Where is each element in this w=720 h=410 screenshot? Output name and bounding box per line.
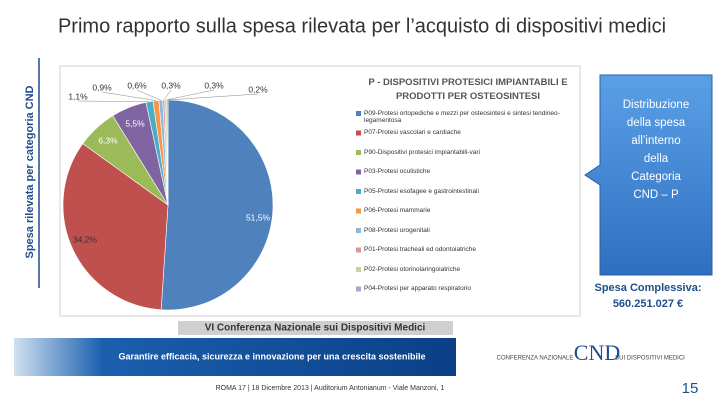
legend-label: P04-Protesi per apparato respiratorio [364, 285, 471, 292]
legend-label: P05-Protesi esofagee e gastrointestinali [364, 187, 479, 195]
leader-line [167, 93, 259, 101]
legend-entry: P90-Dispositivi protesici impiantabili-v… [364, 148, 480, 156]
slice-label: 5,5% [125, 118, 145, 128]
legend-swatch [356, 111, 361, 116]
legend-entry: P08-Protesi urogenitali [364, 226, 430, 234]
callout-line: della [644, 153, 669, 165]
side-label: Spesa rilevata per categoria CND [24, 85, 36, 258]
slice-label: 34,2% [73, 234, 98, 244]
legend-entry: P06-Protesi mammarie [364, 207, 431, 214]
legend-entry: P03-Protesi oculistiche [364, 168, 431, 175]
legend-label: P06-Protesi mammarie [364, 207, 431, 214]
legend-swatch [356, 208, 361, 214]
chart-title: P - DISPOSITIVI PROTESICI IMPIANTABILI E… [368, 77, 567, 102]
callout-line: Distribuzione [623, 99, 689, 111]
legend-swatch [356, 247, 361, 253]
callout-line: all’interno [631, 135, 680, 147]
total-value: 560.251.027 € [613, 298, 683, 310]
total-label: Spesa Complessiva: [595, 282, 702, 294]
motto: Garantire efficacia, sicurezza e innovaz… [118, 351, 425, 361]
pie: 51,5% 34,2% 6,3% 5,5% 1,1% 0,9% 0,6% 0,3% 0,3% 0,… [62, 80, 274, 311]
callout-line: CND – P [633, 189, 679, 201]
pie-slice [62, 143, 169, 311]
legend-label: P08-Protesi urogenitali [364, 226, 430, 234]
slide-title: Primo rapporto sulla spesa rilevata per … [58, 15, 666, 37]
slice-label: 1,1% [68, 91, 88, 101]
legend-entry: P01-Protesi tracheali ed odontoiatriche [364, 246, 477, 253]
leader-line [101, 91, 156, 101]
leader-line [136, 89, 161, 101]
venue: ROMA 17 | 18 Dicembre 2013 | Auditorium … [216, 385, 445, 392]
legend-entry: P05-Protesi esofagee e gastrointestinali [364, 187, 479, 195]
logo-left: CONFERENZA NAZIONALE [497, 356, 574, 362]
legend-label: P01-Protesi tracheali ed odontoiatriche [364, 246, 477, 253]
legend-label: P90-Dispositivi protesici impiantabili-v… [364, 148, 480, 156]
legend-entry: P04-Protesi per apparato respiratorio [364, 285, 471, 292]
leader-line [77, 100, 150, 102]
legend: P09-Protesi ortopediche e mezzi per oste… [356, 109, 560, 292]
callout-line: Categoria [631, 171, 681, 183]
legend-label: P07-Protesi vascolari e cardiache [364, 129, 461, 136]
page-number: 15 [682, 380, 699, 397]
slice-label: 0,6% [127, 80, 147, 90]
legend-label: P09-Protesi ortopediche e mezzi per oste… [364, 109, 560, 125]
slice-label: 0,9% [92, 82, 112, 92]
legend-swatch [356, 286, 361, 292]
leader-line [163, 89, 172, 101]
legend-entry: P07-Protesi vascolari e cardiache [364, 129, 461, 136]
callout [584, 74, 713, 276]
callout-text: Distribuzione della spesa all’interno della… [623, 99, 689, 201]
logo-right: SUI DISPOSITIVI MEDICI [615, 356, 685, 362]
banner-top [178, 321, 453, 335]
banner [14, 338, 456, 376]
slice-label: 0,3% [161, 80, 181, 90]
logo-mark: CND [574, 340, 620, 365]
legend-entry: P02-Protesi otorinolaringoiatriche [364, 265, 461, 273]
pie-slice [160, 99, 274, 311]
legend-swatch [356, 150, 361, 155]
slice-label: 0,3% [204, 80, 224, 90]
callout-line: della spesa [627, 117, 686, 129]
legend-swatch [356, 169, 361, 175]
slice-label: 51,5% [246, 212, 271, 222]
leader-line [165, 89, 215, 101]
legend-entry: P09-Protesi ortopediche e mezzi per oste… [364, 109, 560, 125]
legend-swatch [356, 228, 361, 233]
legend-label: P03-Protesi oculistiche [364, 168, 431, 175]
legend-swatch [356, 189, 361, 194]
slice-label: 6,3% [98, 135, 118, 145]
legend-swatch [356, 130, 361, 136]
conference: VI Conferenza Nazionale sui Dispositivi … [205, 323, 426, 334]
slice-label: 0,2% [248, 84, 268, 94]
legend-label: P02-Protesi otorinolaringoiatriche [364, 265, 461, 273]
legend-swatch [356, 267, 361, 272]
